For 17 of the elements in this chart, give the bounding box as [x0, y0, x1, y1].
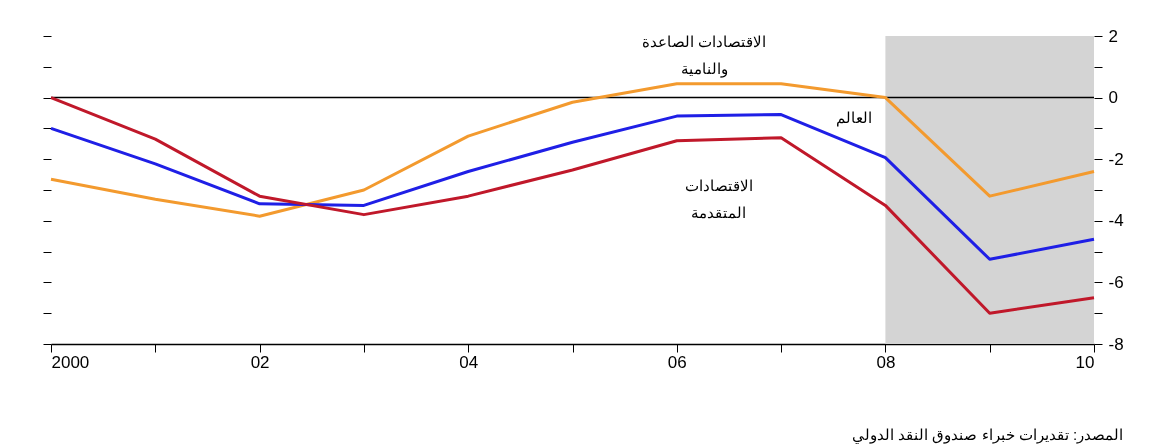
- text: الاقتصادات المتقدمة: [684, 176, 753, 221]
- line-series: [49, 113, 1096, 261]
- y-tick-label: 0: [1108, 88, 1118, 108]
- x-tick-label: 04: [459, 352, 479, 372]
- text: المصدر: تقديرات خبراء صندوق النقد الدولي: [852, 426, 1124, 444]
- y-tick-label: 2: [1108, 26, 1118, 46]
- x-tick-label: 10: [1075, 352, 1095, 372]
- x-tick-label: 2000: [51, 352, 90, 372]
- x-tick-label: 08: [876, 352, 896, 372]
- series-label: الاقتصادات الصاعدة والنامية: [642, 32, 767, 78]
- y-tick-label: -2: [1108, 149, 1124, 169]
- y-tick-label: -8: [1108, 334, 1124, 354]
- y-tick-label: -4: [1108, 211, 1124, 231]
- y-tick-label: -6: [1108, 272, 1124, 292]
- series-label: العالم: [836, 108, 873, 127]
- x-tick-label: 06: [667, 352, 687, 372]
- x-tick-label: 02: [250, 352, 270, 372]
